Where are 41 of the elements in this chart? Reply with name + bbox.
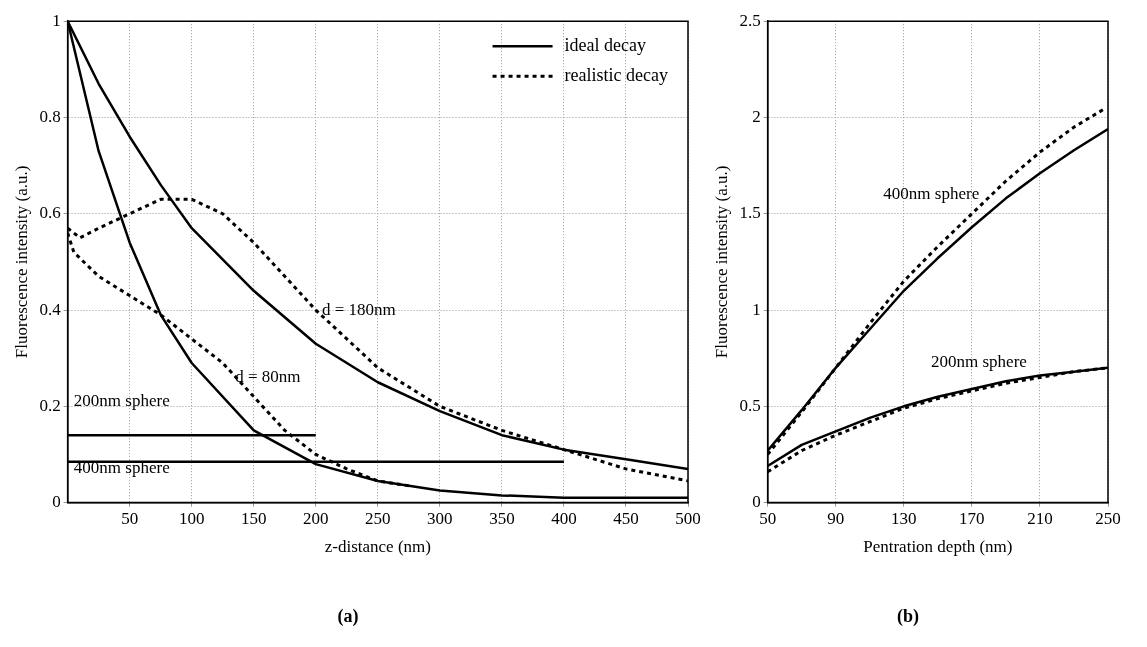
y-axis-title: Fluorescence intensity (a.u.) — [11, 165, 31, 359]
x-tick-label: 210 — [1027, 509, 1053, 529]
y-tick-label: 1.5 — [739, 203, 761, 223]
x-axis-title: Pentration depth (nm) — [863, 536, 1013, 556]
x-tick-label: 100 — [178, 509, 205, 529]
y-tick-label: 0.4 — [39, 299, 62, 319]
text: (a) — [337, 605, 359, 627]
legend-label: realistic decay — [564, 64, 669, 85]
x-tick-label: 250 — [365, 509, 391, 529]
y-tick-label: 0.6 — [39, 203, 61, 223]
y-tick-label: 0 — [52, 492, 61, 512]
x-tick-label: 350 — [489, 509, 515, 529]
legend-label: ideal decay — [564, 34, 647, 55]
y-tick-label: 2 — [752, 106, 761, 126]
x-tick-label: 400 — [551, 509, 577, 529]
x-tick-label: 50 — [121, 509, 139, 529]
annotation: d = 180nm — [321, 299, 396, 319]
annotation: 400nm sphere — [883, 183, 980, 203]
x-tick-label: 500 — [675, 509, 701, 529]
y-tick-label: 0.8 — [39, 106, 61, 126]
y-tick-label: 0.5 — [739, 395, 761, 415]
annotation: 200nm sphere — [931, 352, 1027, 372]
annotation: d = 80nm — [235, 366, 301, 386]
x-tick-label: 90 — [827, 509, 845, 529]
x-tick-label: 250 — [1095, 509, 1121, 529]
x-tick-label: 200 — [303, 509, 329, 529]
x-tick-label: 130 — [891, 509, 917, 529]
y-tick-label: 1 — [752, 299, 761, 319]
x-tick-label: 170 — [959, 509, 985, 529]
y-tick-label: 0 — [752, 492, 761, 512]
text: (b) — [897, 605, 919, 627]
x-tick-label: 450 — [613, 509, 639, 529]
y-tick-label: 0.2 — [39, 395, 61, 415]
y-axis-title: Fluorescence intensity (a.u.) — [711, 165, 731, 359]
y-tick-label: 1 — [52, 10, 61, 30]
x-tick-label: 50 — [759, 509, 777, 529]
x-tick-label: 150 — [241, 509, 267, 529]
x-tick-label: 300 — [427, 509, 453, 529]
annotation: 200nm sphere — [73, 390, 170, 410]
x-axis-title: z-distance (nm) — [324, 536, 431, 556]
y-tick-label: 2.5 — [739, 10, 761, 30]
